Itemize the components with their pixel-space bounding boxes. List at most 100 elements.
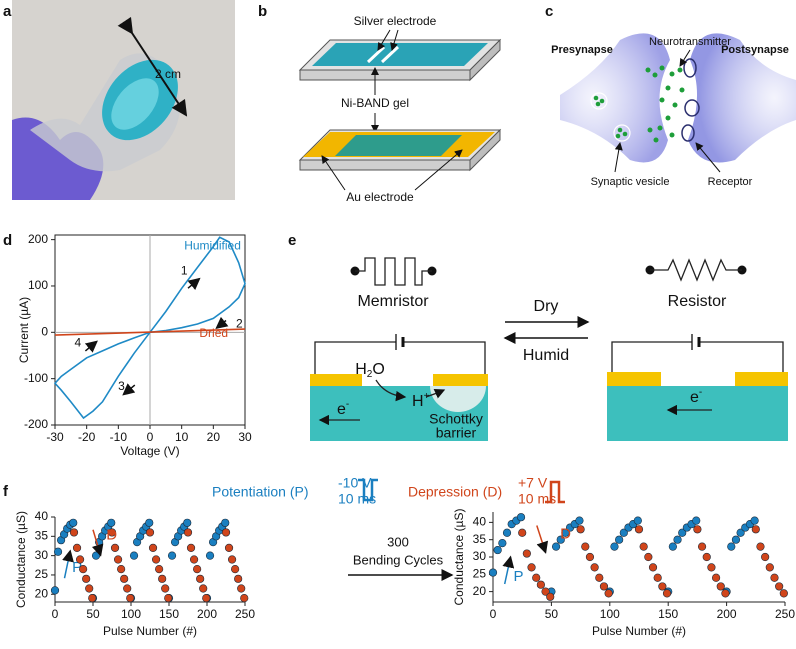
data-point <box>183 518 192 527</box>
x-tick-label: 200 <box>197 607 217 621</box>
data-point <box>221 528 231 537</box>
y-tick-label: 40 <box>35 509 49 523</box>
data-point <box>721 589 730 598</box>
panel-label: f <box>3 483 9 500</box>
x-tick-label: 150 <box>658 607 678 621</box>
data-point <box>702 552 711 562</box>
series-label: Humidified <box>184 239 241 253</box>
data-point <box>585 552 595 562</box>
x-tick-label: 0 <box>147 430 154 444</box>
y-tick-label: 20 <box>473 584 487 598</box>
arrow <box>91 529 104 557</box>
data-point <box>775 582 784 591</box>
series-label: D <box>560 525 571 542</box>
data-point <box>113 555 123 564</box>
x-tick-label: 50 <box>86 607 100 621</box>
data-point <box>72 543 82 553</box>
data-point <box>561 528 570 537</box>
arrow <box>502 555 515 585</box>
x-tick-label: 30 <box>238 430 252 444</box>
x-tick-label: 100 <box>121 607 141 621</box>
label: Depression (D) <box>408 484 502 500</box>
label: Resistor <box>668 293 727 310</box>
x-tick-label: -10 <box>110 430 128 444</box>
data-point <box>518 528 527 537</box>
y-tick-label: 200 <box>28 232 48 246</box>
data-point <box>161 584 170 593</box>
data-point <box>761 552 770 562</box>
y-tick-label: 25 <box>473 566 487 580</box>
data-point <box>202 594 211 603</box>
data-point <box>668 542 677 551</box>
y-tick-label: 100 <box>28 278 48 292</box>
label: Presynapse <box>551 44 613 56</box>
data-point <box>765 563 774 572</box>
label: Dry <box>534 298 559 315</box>
data-point <box>556 535 565 544</box>
data-point <box>662 589 672 598</box>
data-point <box>692 516 701 525</box>
data-point <box>546 592 555 601</box>
series-line <box>54 328 246 336</box>
y-axis-label: Current (µA) <box>17 297 31 363</box>
data-point <box>673 535 682 544</box>
arrow <box>187 277 201 291</box>
x-tick-label: 250 <box>775 607 795 621</box>
annotation: 4 <box>74 335 81 349</box>
annotation: 2 <box>236 316 243 330</box>
arrow <box>122 383 136 396</box>
label: Bending Cycles <box>353 552 444 567</box>
series-label: P <box>72 559 82 576</box>
x-tick-label: -20 <box>78 430 96 444</box>
data-point <box>779 589 788 598</box>
label: Memristor <box>357 293 429 310</box>
data-point <box>502 528 512 537</box>
x-tick-label: 100 <box>600 607 620 621</box>
data-point <box>53 547 63 556</box>
y-tick-label: 40 <box>473 515 487 529</box>
panel-label: d <box>3 232 12 249</box>
data-point <box>224 543 234 553</box>
x-axis-label: Pulse Number (#) <box>103 624 197 638</box>
data-point <box>736 528 745 537</box>
arrow <box>215 316 229 330</box>
data-point <box>770 573 779 582</box>
data-point <box>493 545 502 555</box>
data-point <box>88 594 97 603</box>
data-point <box>164 594 173 603</box>
scale-label: 2 cm <box>155 67 181 81</box>
label: Ni-BAND gel <box>341 96 409 110</box>
label: Au electrode <box>346 190 414 204</box>
data-point <box>69 528 79 537</box>
data-point <box>107 528 117 537</box>
data-point <box>658 582 667 591</box>
data-point <box>183 528 193 537</box>
data-point <box>575 516 584 525</box>
data-point <box>644 552 653 562</box>
x-tick-label: 0 <box>52 607 59 621</box>
text: O <box>372 361 384 378</box>
data-point <box>193 565 202 574</box>
label: -10 V <box>338 475 372 491</box>
data-point <box>234 574 243 583</box>
data-point <box>123 584 132 593</box>
x-tick-label: 0 <box>490 607 497 621</box>
data-point <box>488 568 498 577</box>
data-point <box>75 555 85 564</box>
label: Neurotransmitter <box>649 36 731 48</box>
label: Postsynapse <box>721 44 789 56</box>
series-label: P <box>513 568 523 585</box>
data-point <box>120 574 129 583</box>
y-tick-label: 25 <box>35 567 49 581</box>
annotation: 3 <box>118 379 125 393</box>
label: Receptor <box>708 176 753 188</box>
arrow <box>84 340 98 353</box>
y-tick-label: 35 <box>473 532 487 546</box>
photo: 2 cm <box>12 0 235 200</box>
text: H <box>355 361 367 378</box>
data-point <box>69 518 78 527</box>
x-tick-label: -30 <box>46 430 64 444</box>
data-point <box>189 555 199 564</box>
data-point <box>240 594 249 603</box>
